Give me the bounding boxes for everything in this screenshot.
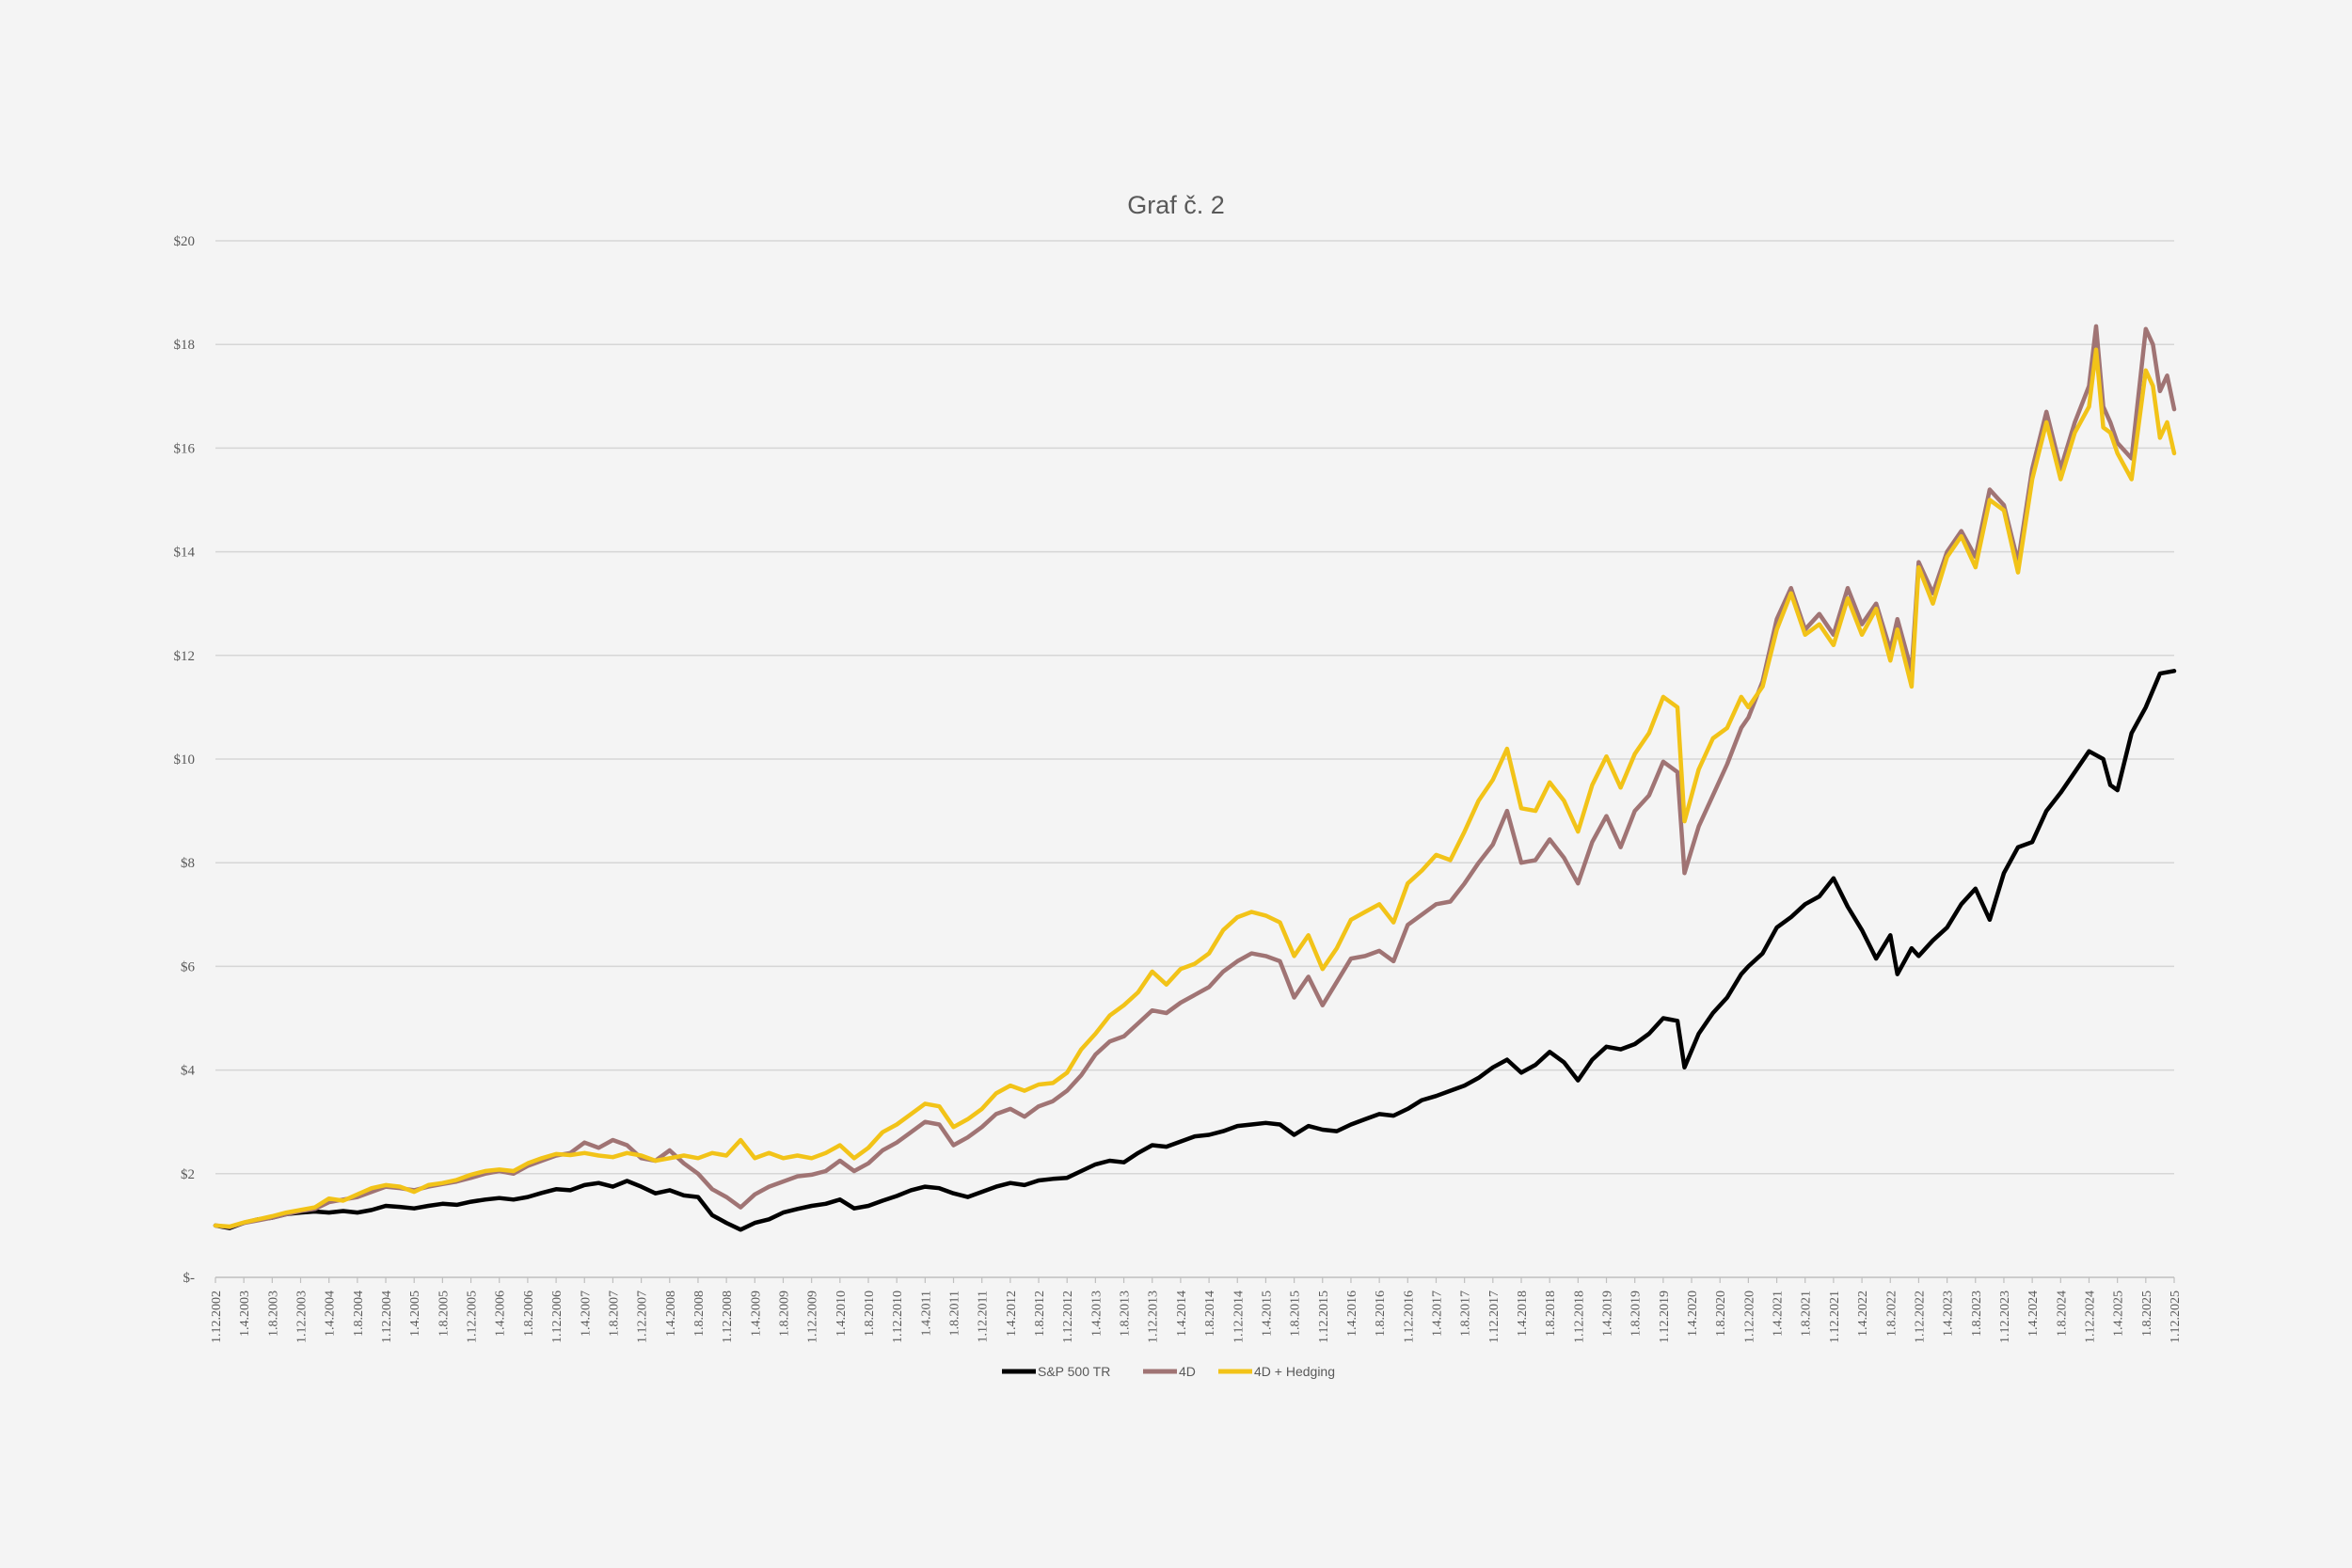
x-tick-label: 1.8.2005 bbox=[437, 1291, 451, 1337]
y-tick-label: $4 bbox=[181, 1064, 196, 1079]
x-tick-label: 1.12.2007 bbox=[636, 1291, 650, 1343]
x-tick-label: 1.4.2011 bbox=[919, 1291, 933, 1336]
x-tick-label: 1.4.2004 bbox=[324, 1291, 338, 1337]
x-tick-label: 1.4.2005 bbox=[408, 1291, 422, 1337]
x-tick-label: 1.8.2024 bbox=[2055, 1291, 2069, 1337]
x-tick-label: 1.8.2009 bbox=[777, 1291, 791, 1337]
x-tick-label: 1.4.2008 bbox=[664, 1291, 678, 1337]
legend-label: 4D + Hedging bbox=[1254, 1364, 1335, 1379]
x-tick-label: 1.12.2009 bbox=[806, 1291, 820, 1343]
y-tick-label: $18 bbox=[174, 338, 196, 353]
x-tick-label: 1.4.2023 bbox=[1942, 1291, 1956, 1337]
x-tick-label: 1.4.2013 bbox=[1089, 1291, 1104, 1337]
x-tick-label: 1.4.2012 bbox=[1005, 1291, 1019, 1337]
x-tick-label: 1.8.2010 bbox=[863, 1291, 877, 1337]
x-tick-label: 1.4.2017 bbox=[1430, 1291, 1444, 1337]
x-tick-label: 1.12.2016 bbox=[1402, 1291, 1416, 1343]
x-tick-label: 1.8.2011 bbox=[948, 1291, 962, 1336]
gridlines bbox=[215, 240, 2174, 1278]
legend-label: S&P 500 TR bbox=[1038, 1364, 1110, 1379]
x-tick-label: 1.4.2018 bbox=[1516, 1291, 1530, 1337]
x-axis: 1.12.2002 1.4.2003 1.8.2003 1.12.2003 1.4.20… bbox=[210, 1277, 2183, 1343]
x-tick-label: 1.12.2013 bbox=[1147, 1291, 1161, 1343]
x-tick-label: 1.4.2010 bbox=[834, 1291, 849, 1337]
legend: S&P 500 TR 4D 4D + Hedging bbox=[1002, 1364, 1335, 1379]
x-tick-label: 1.12.2024 bbox=[2083, 1291, 2097, 1343]
x-tick-label: 1.8.2016 bbox=[1374, 1291, 1388, 1337]
x-tick-label: 1.8.2023 bbox=[1970, 1291, 1984, 1337]
x-tick-label: 1.4.2022 bbox=[1856, 1291, 1870, 1337]
x-tick-label: 1.8.2006 bbox=[522, 1291, 536, 1337]
x-tick-label: 1.4.2009 bbox=[749, 1291, 763, 1337]
y-tick-label: $16 bbox=[174, 441, 196, 456]
x-tick-label: 1.12.2019 bbox=[1658, 1291, 1672, 1343]
y-tick-label: $2 bbox=[181, 1167, 195, 1182]
y-tick-label: $6 bbox=[181, 959, 196, 974]
x-tick-label: 1.8.2025 bbox=[2140, 1291, 2154, 1337]
x-tick-label: 1.8.2004 bbox=[352, 1291, 366, 1337]
x-tick-label: 1.4.2021 bbox=[1772, 1291, 1786, 1337]
x-tick-label: 1.4.2020 bbox=[1686, 1291, 1700, 1337]
x-tick-label: 1.8.2018 bbox=[1544, 1291, 1558, 1337]
x-tick-label: 1.8.2020 bbox=[1714, 1291, 1728, 1337]
x-tick-label: 1.4.2015 bbox=[1260, 1291, 1274, 1337]
legend-label: 4D bbox=[1179, 1364, 1196, 1379]
x-tick-label: 1.12.2018 bbox=[1572, 1291, 1586, 1343]
x-tick-label: 1.12.2020 bbox=[1742, 1291, 1756, 1343]
x-tick-label: 1.4.2025 bbox=[2112, 1291, 2126, 1337]
x-tick-label: 1.12.2010 bbox=[891, 1291, 905, 1343]
y-tick-label: $10 bbox=[174, 752, 196, 768]
x-tick-label: 1.12.2006 bbox=[550, 1291, 564, 1343]
series-lines bbox=[213, 324, 2177, 1232]
x-tick-label: 1.4.2003 bbox=[238, 1291, 252, 1337]
series-line-1 bbox=[213, 669, 2177, 1232]
x-tick-label: 1.12.2011 bbox=[977, 1291, 991, 1342]
y-tick-label: $- bbox=[183, 1271, 196, 1286]
series-line-2 bbox=[213, 324, 2177, 1229]
x-tick-label: 1.4.2019 bbox=[1601, 1291, 1615, 1337]
x-tick-label: 1.8.2019 bbox=[1629, 1291, 1644, 1337]
x-tick-label: 1.4.2016 bbox=[1345, 1291, 1359, 1337]
x-tick-label: 1.4.2014 bbox=[1175, 1291, 1189, 1337]
x-tick-label: 1.12.2023 bbox=[1998, 1291, 2012, 1343]
x-tick-label: 1.8.2007 bbox=[607, 1291, 621, 1337]
chart-title: Graf č. 2 bbox=[1127, 191, 1225, 219]
x-tick-label: 1.8.2003 bbox=[266, 1291, 280, 1337]
x-tick-label: 1.4.2024 bbox=[2026, 1291, 2041, 1337]
x-tick-label: 1.8.2012 bbox=[1033, 1291, 1047, 1337]
x-tick-label: 1.12.2022 bbox=[1913, 1291, 1927, 1343]
x-tick-label: 1.12.2005 bbox=[466, 1291, 480, 1343]
x-tick-label: 1.12.2014 bbox=[1232, 1291, 1246, 1343]
x-tick-label: 1.12.2025 bbox=[2169, 1291, 2183, 1343]
x-tick-label: 1.8.2017 bbox=[1459, 1291, 1473, 1337]
x-tick-label: 1.12.2003 bbox=[295, 1291, 310, 1343]
y-axis: $- $2 $4 $6 $8 $10 $12 $14 $16 $18 $20 bbox=[174, 234, 196, 1286]
series-line-3 bbox=[213, 347, 2177, 1229]
x-tick-label: 1.8.2013 bbox=[1119, 1291, 1133, 1337]
y-tick-label: $14 bbox=[174, 546, 196, 561]
x-tick-label: 1.12.2015 bbox=[1317, 1291, 1331, 1343]
x-tick-label: 1.4.2006 bbox=[494, 1291, 508, 1337]
x-tick-label: 1.12.2002 bbox=[210, 1291, 224, 1343]
x-tick-label: 1.8.2008 bbox=[692, 1291, 707, 1337]
x-tick-label: 1.12.2004 bbox=[380, 1291, 394, 1343]
y-tick-label: $8 bbox=[181, 856, 195, 871]
x-tick-label: 1.12.2008 bbox=[721, 1291, 735, 1343]
y-tick-label: $20 bbox=[174, 234, 196, 249]
y-tick-label: $12 bbox=[174, 649, 196, 664]
x-tick-label: 1.12.2021 bbox=[1828, 1291, 1842, 1343]
x-tick-label: 1.12.2012 bbox=[1061, 1291, 1075, 1343]
x-tick-label: 1.8.2021 bbox=[1800, 1291, 1814, 1337]
x-tick-label: 1.8.2014 bbox=[1203, 1291, 1217, 1337]
x-tick-label: 1.12.2017 bbox=[1487, 1291, 1502, 1343]
x-tick-label: 1.4.2007 bbox=[579, 1291, 593, 1337]
x-tick-label: 1.8.2022 bbox=[1884, 1291, 1899, 1337]
x-tick-label: 1.8.2015 bbox=[1289, 1291, 1303, 1337]
